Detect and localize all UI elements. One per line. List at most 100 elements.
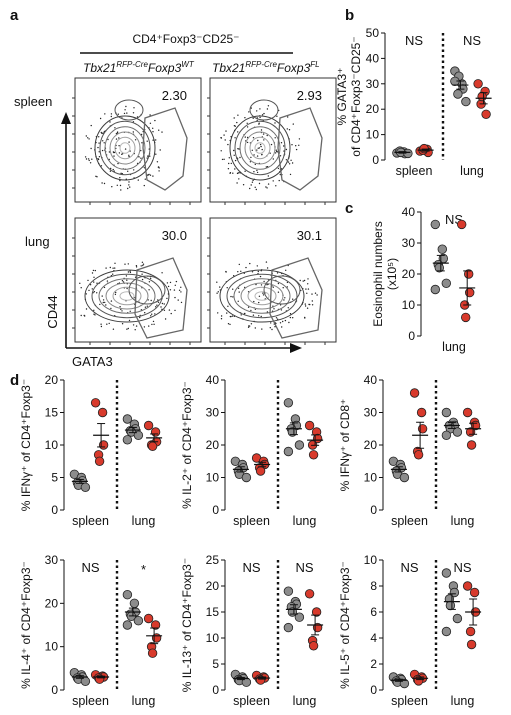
flow-event-dot — [262, 133, 265, 135]
y-axis-label: (x10⁵) — [385, 258, 399, 290]
flow-event-dot — [277, 282, 280, 285]
flow-event-dot — [169, 289, 172, 291]
flow-event-dot — [80, 287, 82, 289]
data-point-fl — [147, 648, 158, 658]
flow-event-dot — [99, 117, 102, 120]
flow-event-dot — [252, 137, 255, 139]
flow-event-dot — [237, 287, 240, 289]
flow-event-dot — [141, 273, 143, 275]
data-point-wt — [453, 89, 463, 99]
flow-event-dot — [142, 263, 145, 265]
y-axis-label: % IL-13⁺ of CD4⁺Foxp3⁻ — [180, 558, 194, 692]
y-axis-label: % IL-4⁺ of CD4⁺Foxp3⁻ — [19, 561, 33, 689]
flow-event-dot — [115, 291, 117, 294]
flow-event-dot — [307, 283, 309, 285]
flow-event-dot — [286, 286, 288, 288]
flow-event-dot — [121, 323, 124, 325]
data-point-wt — [445, 600, 456, 611]
flow-event-dot — [80, 314, 82, 317]
category-label: lung — [451, 514, 475, 528]
flow-event-dot — [88, 289, 90, 292]
flow-event-dot — [307, 278, 309, 280]
data-point-fl — [308, 641, 319, 651]
y-tick-label: 5 — [212, 657, 219, 671]
flow-event-dot — [276, 272, 279, 274]
flow-plot-spleen-wt: 2.30 — [72, 77, 202, 205]
flow-event-dot — [152, 127, 154, 129]
flow-event-dot — [134, 276, 137, 278]
flow-event-dot — [127, 327, 129, 330]
panel-letter-b: b — [345, 7, 354, 24]
data-point-wt — [441, 407, 452, 418]
flow-event-dot — [270, 322, 272, 324]
flow-event-dot — [285, 159, 288, 161]
flow-event-dot — [240, 270, 242, 272]
gate-percentage: 2.30 — [162, 88, 187, 103]
flow-event-dot — [289, 313, 292, 315]
data-point-fl — [413, 450, 424, 460]
flow-event-dot — [279, 322, 282, 324]
flow-event-dot — [140, 309, 143, 311]
flow-event-dot — [135, 266, 138, 268]
flow-event-dot — [123, 112, 126, 115]
y-tick-label: 40 — [364, 373, 378, 387]
y-tick-label: 10 — [364, 553, 378, 567]
flow-event-dot — [236, 182, 238, 184]
flow-event-dot — [101, 295, 103, 297]
density-contour — [112, 286, 142, 306]
data-point-fl — [150, 620, 161, 630]
gate-percentage: 30.1 — [297, 228, 322, 243]
density-contour — [114, 99, 144, 121]
flow-event-dot — [140, 157, 142, 159]
flow-event-dot — [113, 151, 115, 154]
flow-event-dot — [257, 147, 259, 149]
data-point-fl — [473, 79, 483, 89]
flow-event-dot — [92, 269, 95, 272]
flow-event-dot — [227, 143, 229, 146]
flow-event-dot — [263, 280, 265, 283]
flow-event-dot — [287, 116, 289, 118]
panel-letter-d: d — [10, 372, 19, 389]
flow-event-dot — [144, 306, 147, 308]
flow-event-dot — [260, 129, 263, 131]
flow-event-dot — [271, 328, 273, 331]
density-contour — [91, 273, 163, 319]
flow-event-dot — [126, 112, 128, 114]
flow-event-dot — [314, 292, 317, 294]
dot-plot-d5: 0 5 10 15 20 25 % IL-13⁺ of CD4⁺Foxp3⁻ spleen NS… — [180, 553, 324, 708]
data-point-wt — [452, 427, 463, 437]
data-point-fl — [97, 407, 108, 418]
flow-event-dot — [281, 326, 283, 328]
category-label: lung — [132, 514, 156, 528]
y-tick-label: 2 — [370, 657, 377, 671]
data-point-fl — [457, 219, 467, 230]
flow-event-dot — [243, 313, 246, 315]
flow-event-dot — [220, 137, 222, 139]
flow-event-dot — [230, 315, 232, 318]
density-contour — [247, 286, 277, 306]
flow-event-dot — [113, 155, 115, 157]
flow-event-dot — [237, 271, 239, 273]
flow-event-dot — [148, 325, 150, 327]
flow-event-dot — [126, 328, 128, 330]
flow-event-dot — [254, 327, 256, 329]
flow-event-dot — [87, 158, 90, 160]
y-tick-label: 20 — [45, 373, 59, 387]
flow-event-dot — [256, 155, 259, 157]
flow-event-dot — [101, 182, 103, 184]
flow-event-dot — [122, 281, 125, 283]
flow-event-dot — [163, 303, 165, 305]
y-tick-label: 20 — [364, 438, 378, 452]
flow-event-dot — [174, 284, 176, 286]
flow-event-dot — [253, 154, 255, 156]
flow-event-dot — [104, 301, 106, 304]
density-contour — [99, 120, 151, 176]
flow-event-dot — [288, 129, 291, 131]
flow-event-dot — [90, 124, 92, 127]
data-point-wt — [283, 398, 294, 408]
flow-event-dot — [89, 162, 92, 164]
flow-event-dot — [274, 326, 276, 328]
flow-event-dot — [126, 287, 128, 290]
flow-event-dot — [118, 145, 120, 147]
data-point-wt — [283, 446, 294, 457]
